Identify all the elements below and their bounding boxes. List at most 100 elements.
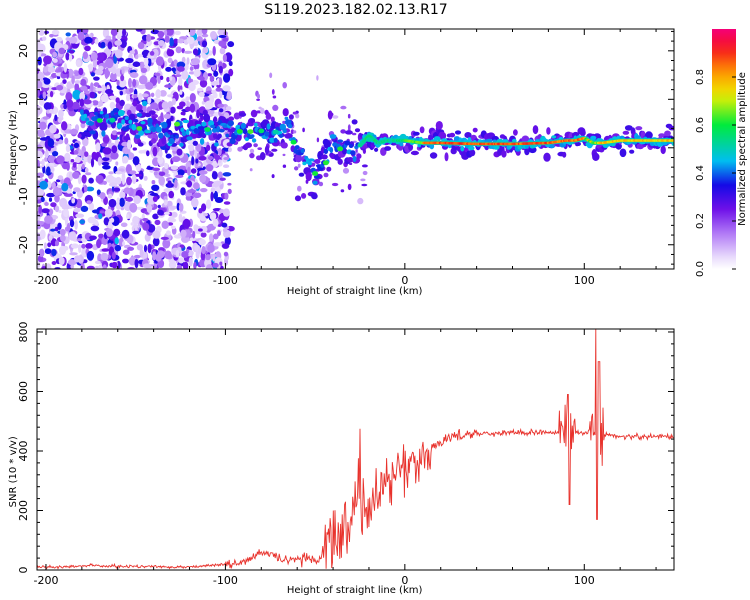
noise-blob bbox=[45, 263, 52, 269]
noise-blob bbox=[66, 222, 71, 232]
ridge-halo-blob bbox=[342, 148, 348, 155]
colorbar-tick-label: 0.0 bbox=[695, 261, 706, 277]
noise-blob bbox=[127, 246, 135, 251]
noise-blob bbox=[208, 155, 214, 161]
noise-blob bbox=[58, 109, 64, 119]
noise-blob bbox=[52, 151, 59, 157]
noise-blob bbox=[173, 59, 178, 65]
noise-blob bbox=[52, 186, 60, 196]
noise-blob bbox=[192, 48, 199, 56]
noise-blob bbox=[89, 235, 97, 241]
noise-blob bbox=[152, 213, 159, 220]
noise-blob bbox=[347, 113, 351, 119]
noise-blob bbox=[146, 54, 155, 59]
noise-blob bbox=[133, 195, 141, 204]
noise-blob bbox=[189, 66, 194, 71]
noise-blob bbox=[44, 215, 53, 224]
noise-blob bbox=[160, 112, 164, 122]
spectrogram-x-ticks: -200 -100 0 100 bbox=[33, 29, 657, 287]
noise-blob bbox=[42, 116, 50, 120]
ridge-body-blob bbox=[165, 134, 171, 138]
noise-blob bbox=[85, 90, 90, 95]
noise-blob bbox=[206, 110, 215, 115]
ridge-halo-blob bbox=[412, 131, 420, 136]
noise-blob bbox=[194, 149, 198, 158]
noise-blob bbox=[51, 261, 57, 265]
noise-blob bbox=[85, 186, 95, 192]
ridge-body-blob bbox=[282, 128, 287, 134]
ridge-halo-blob bbox=[624, 125, 633, 131]
noise-blob bbox=[126, 214, 130, 220]
noise-blob bbox=[190, 168, 197, 174]
noise-blob bbox=[48, 208, 54, 216]
ridge-body-blob bbox=[671, 141, 674, 146]
noise-blob bbox=[93, 76, 100, 81]
ridge-body-blob bbox=[323, 148, 329, 154]
noise-blob bbox=[157, 204, 161, 209]
noise-blob bbox=[100, 41, 106, 48]
ridge-halo-blob bbox=[419, 126, 425, 134]
ridge-halo-blob bbox=[469, 149, 476, 157]
ridge-body-blob bbox=[269, 137, 275, 143]
noise-blob bbox=[111, 251, 116, 260]
noise-blob bbox=[80, 262, 85, 269]
noise-blob bbox=[116, 79, 120, 86]
noise-blob bbox=[294, 195, 302, 202]
noise-blob bbox=[272, 104, 279, 111]
noise-blob bbox=[96, 189, 101, 195]
colorbar-tick-label: 0.2 bbox=[695, 213, 706, 229]
noise-blob bbox=[142, 263, 152, 269]
ridge-body-blob bbox=[181, 130, 187, 137]
noise-blob bbox=[132, 156, 140, 166]
ridge-body-blob bbox=[199, 138, 205, 145]
snr-panel: -200 -100 0 100 Height of straight line (km)… bbox=[8, 321, 675, 596]
noise-blob bbox=[72, 162, 77, 168]
noise-blob bbox=[120, 74, 125, 82]
noise-blob bbox=[122, 155, 129, 164]
noise-blob bbox=[93, 82, 100, 87]
ridge-halo-blob bbox=[635, 126, 643, 131]
noise-blob bbox=[41, 266, 47, 269]
noise-blob bbox=[355, 148, 358, 154]
noise-blob bbox=[219, 91, 223, 99]
ridge-body-blob bbox=[300, 148, 305, 153]
noise-blob bbox=[198, 91, 205, 98]
x-tick-label: -100 bbox=[213, 574, 238, 587]
noise-blob bbox=[54, 194, 60, 203]
noise-blob bbox=[179, 89, 183, 95]
noise-blob bbox=[212, 233, 219, 240]
ridge-halo-blob bbox=[192, 140, 198, 146]
noise-blob bbox=[188, 71, 196, 75]
noise-blob bbox=[136, 104, 143, 112]
ridge-body-blob bbox=[242, 128, 248, 135]
noise-blob bbox=[323, 172, 329, 178]
noise-blob bbox=[80, 78, 87, 87]
noise-blob bbox=[164, 162, 169, 170]
noise-blob bbox=[223, 251, 229, 257]
noise-blob bbox=[152, 196, 158, 202]
noise-blob bbox=[62, 157, 71, 162]
noise-blob bbox=[210, 31, 217, 39]
noise-blob bbox=[58, 47, 66, 55]
noise-blob bbox=[84, 167, 89, 173]
noise-blob bbox=[163, 199, 168, 206]
noise-blob bbox=[101, 161, 110, 166]
noise-blob bbox=[74, 255, 82, 263]
noise-blob bbox=[82, 51, 89, 60]
noise-blob bbox=[56, 155, 65, 164]
noise-blob bbox=[159, 75, 164, 81]
y-tick-label: 800 bbox=[17, 321, 30, 342]
noise-blob bbox=[174, 30, 181, 36]
noise-blob bbox=[218, 35, 227, 38]
x-tick-label: -200 bbox=[33, 574, 58, 587]
ridge-bright-spot bbox=[136, 126, 143, 131]
noise-blob bbox=[114, 244, 122, 252]
noise-blob bbox=[43, 30, 50, 34]
snr-plot-area bbox=[37, 329, 674, 570]
x-tick-label: -200 bbox=[33, 274, 58, 287]
ridge-body-blob bbox=[350, 150, 356, 156]
ridge-halo-blob bbox=[282, 108, 289, 117]
noise-blob bbox=[211, 89, 217, 94]
noise-blob bbox=[154, 72, 161, 77]
noise-blob bbox=[108, 95, 117, 100]
